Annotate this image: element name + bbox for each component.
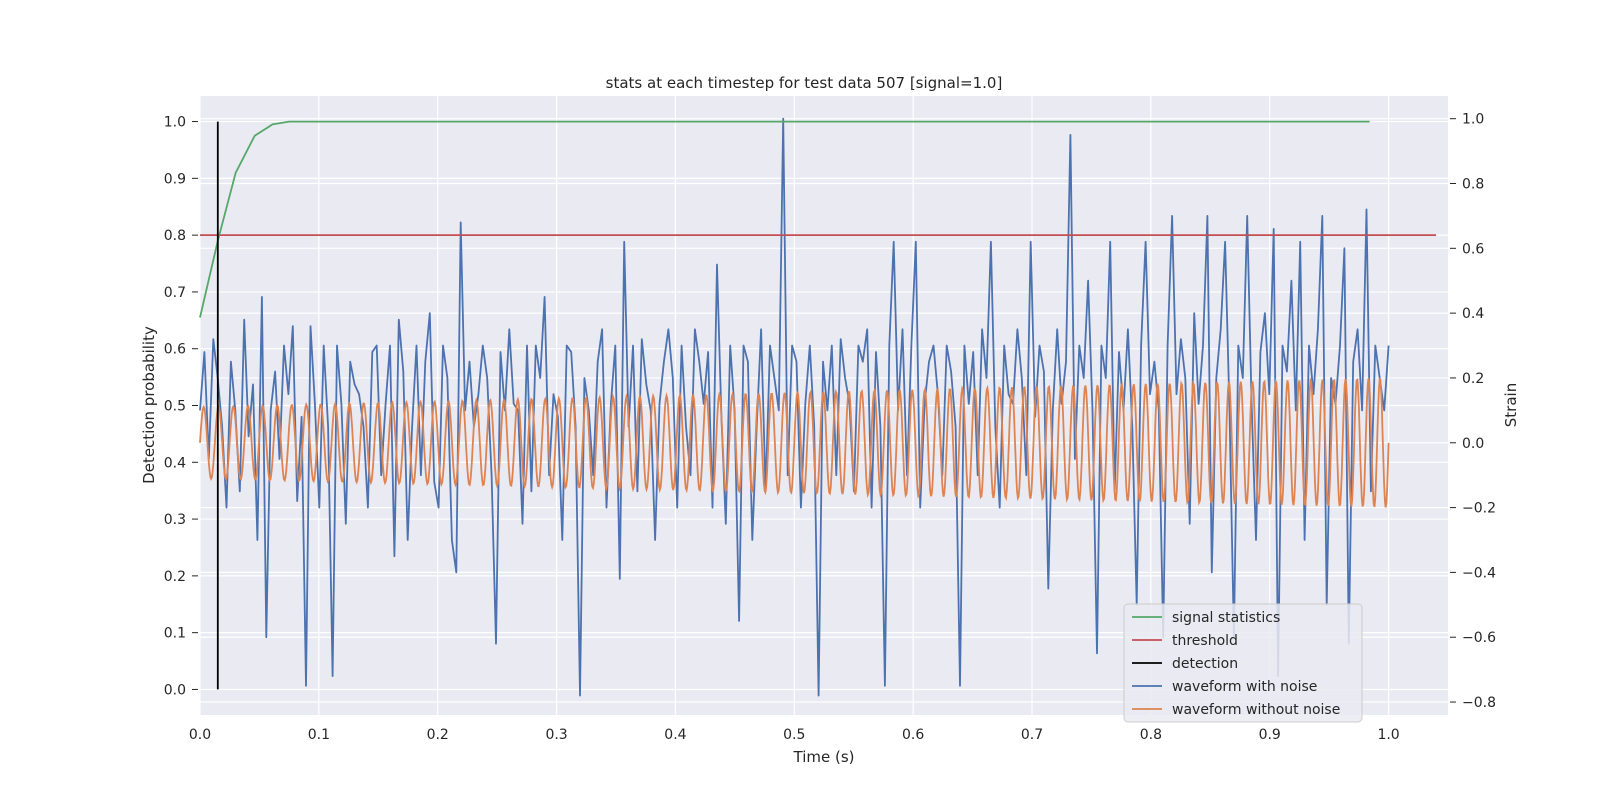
x-tick-label: 0.6 <box>902 727 924 743</box>
left-y-tick-label: 1.0 <box>164 115 186 131</box>
left-y-axis-ticks: 0.0 0.1 0.2 0.3 0.4 0.5 0.6 0.7 0.8 0.9 1.0 <box>164 115 198 698</box>
legend-box <box>1123 603 1363 723</box>
right-y-tick-label: 0.8 <box>1462 177 1484 193</box>
left-y-tick-label: 0.1 <box>164 626 186 642</box>
x-axis-label: Time (s) <box>793 748 855 766</box>
left-y-tick-label: 0.4 <box>164 455 186 471</box>
series-waveform-with-noise <box>199 117 1390 697</box>
left-y-tick-label: 0.8 <box>164 228 186 244</box>
x-tick-label: 0.1 <box>308 727 330 743</box>
left-y-tick-label: 0.6 <box>164 342 186 358</box>
left-y-tick-label: 0.7 <box>164 285 186 301</box>
x-tick-label: 0.4 <box>664 727 686 743</box>
series-waveform-without-noise <box>199 377 1390 508</box>
right-y-axis-ticks: −0.8 −0.6 −0.4 −0.2 0.0 0.2 0.4 0.6 0.8 1.0 <box>1450 112 1496 711</box>
right-y-tick-label: 0.6 <box>1462 241 1484 257</box>
right-y-tick-label: 0.2 <box>1462 371 1484 387</box>
legend-label: waveform with noise <box>1172 679 1317 695</box>
left-y-tick-label: 0.9 <box>164 171 186 187</box>
x-tick-label: 0.9 <box>1259 727 1281 743</box>
series-signal-statistics <box>199 120 1370 318</box>
left-y-tick-label: 0.5 <box>164 399 186 415</box>
right-y-tick-label: −0.6 <box>1462 630 1496 646</box>
x-tick-label: 0.3 <box>545 727 567 743</box>
x-tick-label: 0.8 <box>1140 727 1162 743</box>
x-tick-label: 1.0 <box>1377 727 1399 743</box>
x-axis-ticks: 0.0 0.1 0.2 0.3 0.4 0.5 0.6 0.7 0.8 0.9 1.0 <box>189 727 1400 743</box>
legend: signal statistics threshold detection wavef… <box>1123 603 1363 723</box>
right-y-tick-label: −0.4 <box>1462 565 1496 581</box>
chart-title: stats at each timestep for test data 507… <box>606 74 1003 92</box>
legend-label: threshold <box>1172 633 1238 649</box>
legend-label: signal statistics <box>1172 610 1280 626</box>
x-tick-label: 0.7 <box>1021 727 1043 743</box>
x-tick-label: 0.5 <box>783 727 805 743</box>
right-y-tick-label: 0.0 <box>1462 436 1484 452</box>
left-y-axis-label: Detection probability <box>140 326 158 484</box>
left-y-tick-label: 0.3 <box>164 512 186 528</box>
series-layer <box>199 117 1437 697</box>
right-y-tick-label: −0.2 <box>1462 501 1496 517</box>
left-y-tick-label: 0.0 <box>164 682 186 698</box>
legend-label: waveform without noise <box>1172 702 1340 718</box>
left-y-tick-label: 0.2 <box>164 569 186 585</box>
right-y-axis-label: Strain <box>1502 383 1520 427</box>
legend-label: detection <box>1172 656 1238 672</box>
x-tick-label: 0.0 <box>189 727 211 743</box>
x-tick-label: 0.2 <box>427 727 449 743</box>
right-y-tick-label: 1.0 <box>1462 112 1484 128</box>
right-y-tick-label: −0.8 <box>1462 695 1496 711</box>
right-y-tick-label: 0.4 <box>1462 306 1484 322</box>
